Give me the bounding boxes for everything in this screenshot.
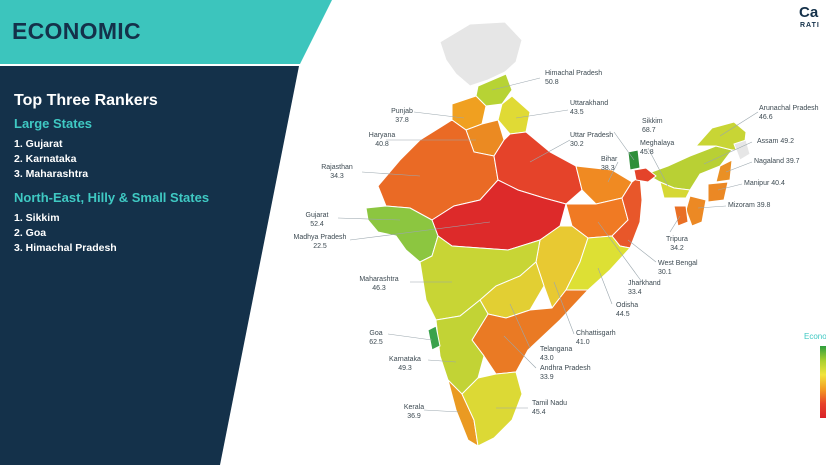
label-uttarakhand: Uttarakhand 43.5 <box>570 100 609 116</box>
state-mizoram <box>685 195 707 227</box>
state-tripura <box>673 205 689 227</box>
label-madhya-pradesh: Madhya Pradesh 22.5 <box>293 234 347 250</box>
label-telangana: Telangana 43.0 <box>540 346 573 362</box>
brand-logo: Ca RATI <box>796 4 826 32</box>
label-meghalaya: Meghalaya 45.8 <box>640 140 675 156</box>
label-chhattisgarh: Chhattisgarh 41.0 <box>576 330 616 346</box>
region-grey-northeast <box>733 139 751 161</box>
list-item: 2. Karnataka <box>14 153 77 165</box>
list-item: 3. Himachal Pradesh <box>14 242 117 254</box>
leader-lines <box>337 77 759 413</box>
ne-small-states-list: 1. Sikkim 2. Goa 3. Himachal Pradesh <box>14 211 234 256</box>
legend-title: Economic <box>804 332 826 341</box>
label-andhra-pradesh: Andhra Pradesh 33.9 <box>540 365 591 381</box>
large-states-list: 1. Gujarat 2. Karnataka 3. Maharashtra <box>14 137 234 182</box>
list-item: 1. Gujarat <box>14 138 63 150</box>
list-item: 3. Maharashtra <box>14 168 89 180</box>
large-states-label: Large States <box>14 116 93 131</box>
label-odisha: Odisha 44.5 <box>616 302 639 318</box>
label-arunachal-pradesh: Arunachal Pradesh 46.6 <box>759 105 819 121</box>
brand-line1: Ca <box>799 4 819 21</box>
label-karnataka: Karnataka 49.3 <box>389 356 421 372</box>
header-band <box>0 0 332 64</box>
ne-small-states-label: North-East, Hilly & Small States <box>14 190 210 205</box>
label-punjab: Punjab 37.8 <box>391 108 413 124</box>
label-bihar: Bihar 38.3 <box>601 156 618 172</box>
label-himachal-pradesh: Himachal Pradesh 50.8 <box>545 70 603 86</box>
label-maharashtra: Maharashtra 46.3 <box>359 276 399 292</box>
state-nagaland <box>715 159 733 183</box>
label-goa: Goa 62.5 <box>369 330 383 346</box>
rankers-heading: Top Three Rankers <box>14 92 158 109</box>
state-tamil-nadu <box>461 371 523 447</box>
legend-color-scale <box>820 346 826 418</box>
label-nagaland: Nagaland 39.7 <box>754 158 800 165</box>
label-jharkhand: Jharkhand 33.4 <box>628 280 661 296</box>
label-sikkim: Sikkim 68.7 <box>642 118 663 134</box>
state-karnataka <box>435 299 489 395</box>
state-manipur <box>707 181 729 203</box>
label-west-bengal: West Bengal 30.1 <box>658 260 698 276</box>
label-tripura: Tripura 34.2 <box>666 236 688 252</box>
dark-panel <box>0 66 299 465</box>
state-goa <box>427 325 441 351</box>
label-tamil-nadu: Tamil Nadu 45.4 <box>532 400 568 416</box>
list-item: 1. Sikkim <box>14 212 60 224</box>
label-mizoram: Mizoram 39.8 <box>728 202 771 209</box>
label-kerala: Kerala 36.9 <box>403 404 425 420</box>
label-assam: Assam 49.2 <box>757 138 794 145</box>
state-meghalaya <box>659 181 691 199</box>
region-north-bengal <box>633 167 657 183</box>
list-item: 2. Goa <box>14 227 47 239</box>
label-manipur: Manipur 40.4 <box>744 180 785 187</box>
state-odisha <box>565 235 631 291</box>
brand-line2: RATI <box>800 22 820 29</box>
label-uttar-pradesh: Uttar Pradesh 30.2 <box>570 132 614 148</box>
state-jammu-kashmir <box>439 21 523 87</box>
label-haryana: Haryana 40.8 <box>368 132 396 148</box>
top-rankers-section: Top Three Rankers Large States 1. Gujara… <box>14 92 234 264</box>
page-title: ECONOMIC <box>12 18 141 44</box>
label-rajasthan: Rajasthan 34.3 <box>321 164 353 180</box>
label-gujarat: Gujarat 52.4 <box>305 212 329 228</box>
